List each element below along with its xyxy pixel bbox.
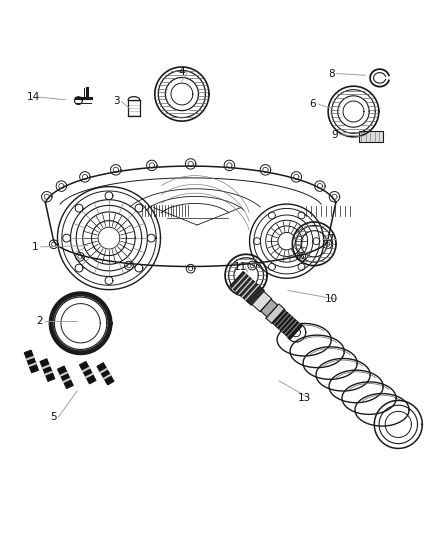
Text: 11: 11 — [233, 262, 247, 272]
Text: 8: 8 — [328, 69, 335, 78]
Polygon shape — [272, 310, 302, 339]
Polygon shape — [80, 362, 95, 384]
Polygon shape — [97, 363, 114, 385]
Polygon shape — [230, 272, 264, 305]
Polygon shape — [252, 292, 272, 312]
Text: 5: 5 — [50, 412, 57, 422]
Text: 14: 14 — [27, 92, 40, 102]
Circle shape — [50, 293, 111, 354]
Text: 6: 6 — [310, 99, 316, 109]
Text: 4: 4 — [179, 67, 185, 77]
Polygon shape — [261, 300, 278, 317]
Text: 10: 10 — [325, 294, 338, 304]
Text: 9: 9 — [332, 130, 338, 140]
Text: 2: 2 — [37, 316, 43, 326]
FancyBboxPatch shape — [359, 131, 383, 142]
Polygon shape — [25, 350, 38, 373]
Polygon shape — [266, 304, 285, 324]
Polygon shape — [58, 366, 73, 388]
Text: 3: 3 — [113, 96, 120, 107]
Text: 1: 1 — [32, 242, 39, 252]
Text: 7: 7 — [327, 235, 334, 245]
Polygon shape — [40, 359, 55, 381]
Text: 13: 13 — [297, 393, 311, 403]
Circle shape — [54, 297, 107, 350]
